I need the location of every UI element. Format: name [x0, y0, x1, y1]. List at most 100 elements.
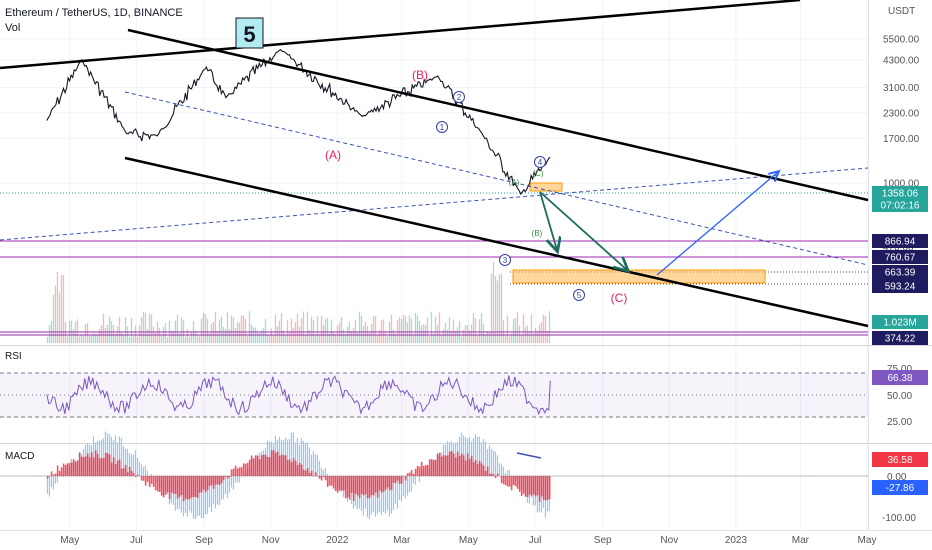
macd-divergence-line[interactable] [516, 452, 542, 459]
macd-bar [168, 476, 171, 500]
rising-dashed-line[interactable] [0, 167, 869, 241]
price-tag-value: 663.39 [885, 268, 916, 279]
volume-bar [468, 329, 471, 343]
signal-bar [308, 447, 311, 476]
macd-bar [230, 469, 233, 476]
volume-bar [242, 315, 245, 343]
time-axis[interactable]: May Jul Sep Nov 2022 Mar May Jul Sep Nov 2023 Mar Ma… [60, 535, 876, 546]
macd-bar [442, 455, 445, 476]
upper-trendline[interactable] [0, 0, 801, 70]
projection-arrow-down-2[interactable] [539, 191, 627, 270]
signal-bar [198, 476, 201, 516]
volume-bar [324, 319, 327, 343]
rsi-label[interactable]: RSI [5, 351, 22, 362]
price-axis[interactable]: 5500.00 4300.00 3100.00 2300.00 1700.00 1000.… [883, 35, 920, 254]
macd-bar [152, 476, 155, 487]
macd-bar [130, 470, 133, 476]
macd-bar [438, 452, 441, 476]
volume-bar [302, 311, 305, 343]
volume-bar [294, 322, 297, 343]
volume-bar [504, 334, 507, 343]
signal-bar [56, 476, 59, 483]
price-tick: 5500.00 [883, 35, 920, 46]
volume-bar [224, 328, 227, 343]
macd-bar [180, 476, 183, 495]
volume-bar [208, 333, 211, 343]
projection-arrow-down-1[interactable] [539, 191, 557, 250]
signal-bar [494, 451, 497, 476]
volume-bar [136, 336, 139, 343]
macd-bar [146, 476, 149, 483]
volume-bar [332, 331, 335, 343]
macd-bar [182, 476, 185, 502]
volume-bar [464, 325, 467, 343]
channel-bottom-trendline[interactable] [124, 156, 869, 328]
macd-bar [508, 476, 511, 487]
macd-bar [454, 457, 457, 476]
macd-bar [298, 462, 301, 476]
signal-bar [304, 443, 307, 476]
macd-bar [368, 476, 371, 498]
macd-bar [444, 455, 447, 476]
volume-bar [266, 335, 269, 343]
macd-bar [474, 459, 477, 476]
signal-bar [478, 436, 481, 476]
symbol-title[interactable]: Ethereum / TetherUS, 1D, BINANCE [5, 7, 183, 19]
resistance-box[interactable] [529, 182, 563, 192]
rsi-axis[interactable]: 75.00 50.00 25.00 66.38 [872, 364, 928, 428]
macd-bar [512, 476, 515, 485]
macd-bar [468, 459, 471, 476]
projection-arrow-up[interactable] [656, 172, 778, 276]
signal-bar [314, 454, 317, 476]
macd-bar [194, 476, 197, 497]
signal-bar [236, 476, 239, 483]
signal-bar [132, 454, 135, 476]
macd-bar [510, 476, 513, 491]
macd-axis[interactable]: 36.58 0.00 -27.86 -100.00 [872, 452, 928, 524]
signal-bar [388, 476, 391, 517]
volume-label[interactable]: Vol [5, 22, 21, 34]
signal-bar [120, 437, 123, 476]
macd-bar [80, 456, 83, 476]
macd-bar [76, 460, 79, 476]
macd-bar [190, 476, 193, 498]
macd-bar [158, 476, 161, 493]
volume-bar [326, 317, 329, 343]
volume-bar [528, 331, 531, 343]
volume-bar [82, 335, 85, 343]
volume-bar [128, 336, 131, 343]
volume-bar [274, 315, 277, 343]
macd-bar [58, 470, 61, 476]
macd-bar [302, 469, 305, 476]
volume-bar [246, 335, 249, 343]
volume-bar [542, 314, 545, 343]
rsi-pane[interactable] [0, 372, 868, 418]
volume-bar [118, 316, 121, 343]
signal-bar [396, 476, 399, 509]
macd-bar [370, 476, 373, 496]
macd-bar [408, 472, 411, 476]
time-label: 2023 [725, 535, 748, 546]
target-zone-box[interactable] [512, 269, 766, 284]
macd-label[interactable]: MACD [5, 451, 35, 462]
wave-5-box[interactable] [235, 17, 264, 49]
volume-bar [372, 316, 375, 343]
macd-bar [102, 458, 105, 476]
signal-bar [414, 476, 417, 485]
macd-bar [308, 473, 311, 476]
volume-bar [248, 311, 251, 343]
macd-bar [476, 464, 479, 476]
volume-bar [358, 311, 361, 343]
rsi-tick: 75.00 [887, 364, 912, 375]
macd-bar [222, 476, 225, 480]
signal-bar [116, 442, 119, 476]
volume-bar [444, 322, 447, 343]
volume-bar [236, 322, 239, 343]
macd-bar [188, 476, 191, 500]
macd-pane[interactable] [0, 431, 868, 520]
volume-bar [510, 333, 513, 343]
mid-channel-dashed[interactable] [124, 91, 869, 266]
channel-top-trendline[interactable] [127, 28, 869, 202]
macd-bar [272, 450, 275, 476]
